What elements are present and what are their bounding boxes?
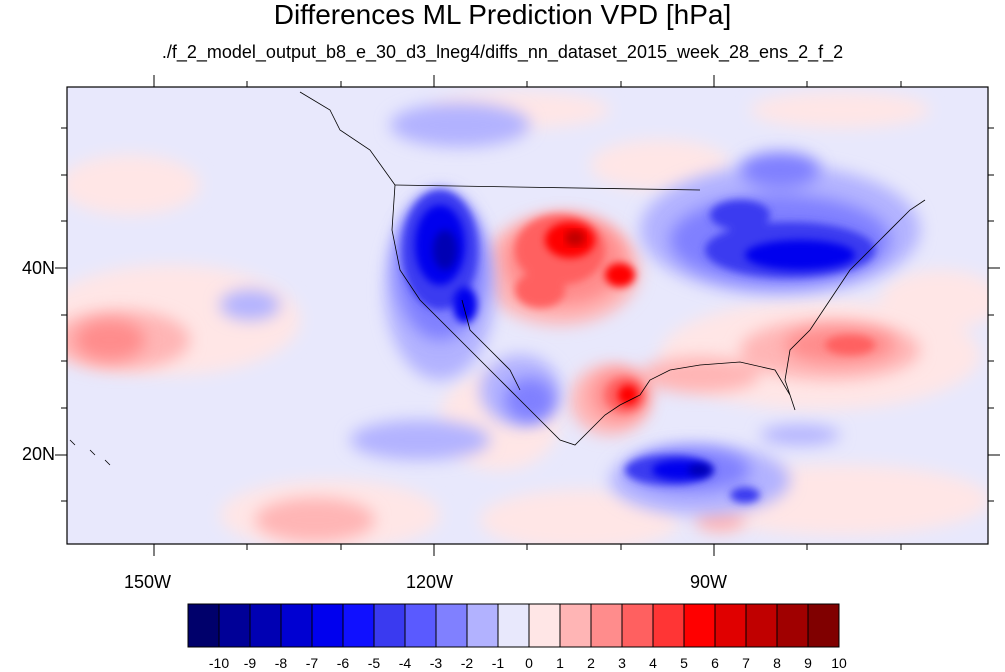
axis-ticks [55,75,1000,556]
colorbar-label: 4 [649,655,657,671]
vpd-field [67,92,988,544]
colorbar-swatch [497,603,530,648]
colorbar-swatch [745,603,778,648]
colorbar-label: -9 [243,655,257,671]
coastline-outline [69,91,926,466]
colorbar-swatch [683,603,716,648]
colorbar-swatch [466,603,499,648]
colorbar-swatch [714,603,747,648]
colorbar-label: 1 [556,655,564,671]
lon-label-120w: 120W [406,572,454,592]
colorbar-swatch [776,603,809,648]
colorbar-label: 0 [525,655,533,671]
colorbar-label: 6 [711,655,719,671]
colorbar-swatch [404,603,437,648]
colorbar-swatch [528,603,561,648]
lon-label-150w: 150W [124,572,172,592]
colorbar-label: -4 [398,655,412,671]
colorbar-swatch [559,603,592,648]
colorbar-label: -1 [491,655,505,671]
colorbar-label: 5 [680,655,688,671]
colorbar-swatch [652,603,685,648]
colorbar-label: -3 [429,655,443,671]
colorbar-swatch [311,603,344,648]
map-subtitle: ./f_2_model_output_b8_e_30_d3_lneg4/diff… [161,42,844,62]
colorbar-label: -6 [336,655,350,671]
colorbar-label: 8 [773,655,781,671]
colorbar-swatch [807,603,840,648]
colorbar-label: 10 [831,655,847,671]
colorbar-swatch [590,603,623,648]
colorbar-swatch [280,603,313,648]
colorbar-swatch [435,603,468,648]
colorbar-swatch [342,603,375,648]
colorbar-swatch [187,603,220,648]
colorbar-swatch [621,603,654,648]
lon-label-90w: 90W [690,572,728,592]
colorbar-label: 7 [742,655,750,671]
colorbar-label: 2 [587,655,595,671]
colorbar-label: 3 [618,655,626,671]
colorbar-label: -7 [305,655,319,671]
colorbar-swatch [373,603,406,648]
colorbar-label: -2 [460,655,474,671]
colorbar-swatch [249,603,282,648]
colorbar-label: -8 [274,655,288,671]
map-title: Differences ML Prediction VPD [hPa] [273,0,732,30]
colorbar-label: -5 [367,655,381,671]
lat-label-20n: 20N [22,444,56,464]
colorbar-swatch [218,603,251,648]
colorbar-label: -10 [208,655,230,671]
colorbar-label: 9 [804,655,812,671]
lat-label-40n: 40N [22,258,56,278]
